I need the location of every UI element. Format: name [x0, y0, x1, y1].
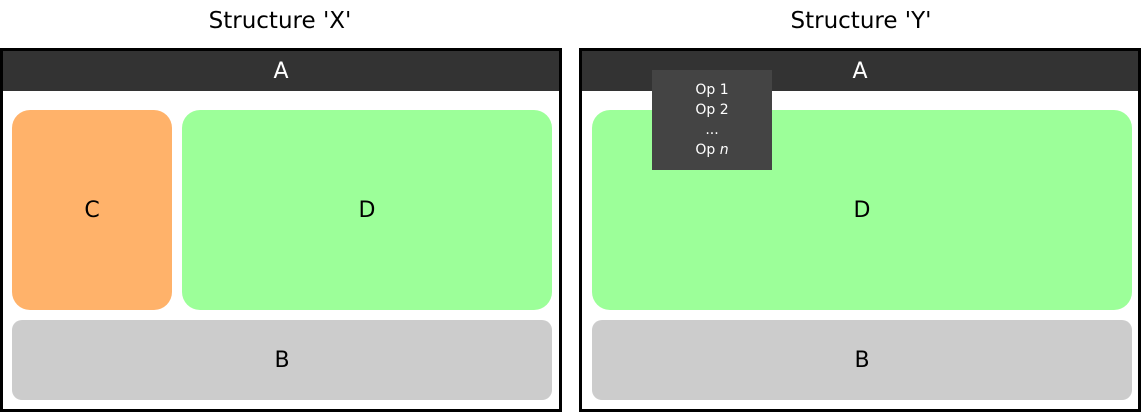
- op-menu-ellipsis: ...: [705, 122, 719, 138]
- op-menu-item-2: Op 2: [695, 102, 729, 118]
- structure-x-bar-a: A: [3, 51, 559, 91]
- op-menu-item-n-var: n: [719, 142, 729, 158]
- structure-y-block-b: B: [592, 320, 1132, 400]
- structure-y-frame: A D B Op 1 Op 2 ... Op n: [579, 48, 1141, 412]
- structure-x-block-d: D: [182, 110, 552, 310]
- structure-y-op-menu: Op 1 Op 2 ... Op n: [652, 70, 772, 170]
- op-menu-item-n-prefix: Op: [695, 142, 716, 158]
- structure-x-title: Structure 'X': [208, 8, 352, 34]
- structure-x-block-c: C: [12, 110, 172, 310]
- structure-y-title: Structure 'Y': [790, 8, 932, 34]
- structure-x-frame: A C D B: [0, 48, 562, 412]
- op-menu-item-n: Op n: [695, 140, 728, 160]
- op-menu-item-1: Op 1: [695, 82, 729, 98]
- structure-x-block-b: B: [12, 320, 552, 400]
